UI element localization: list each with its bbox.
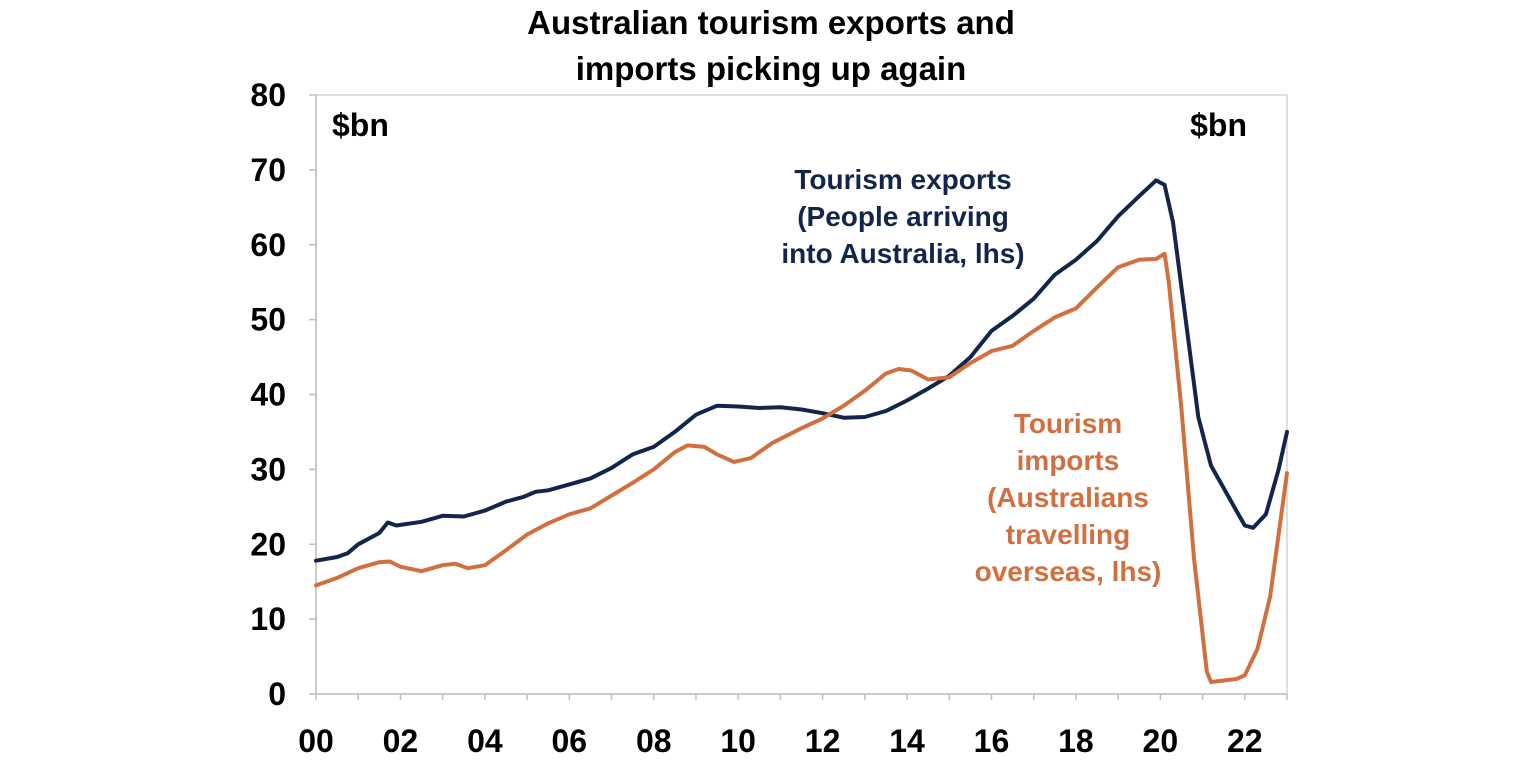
x-axis: 00 02 04 06 08 10 12 14 16 18 20 22: [298, 694, 1287, 759]
imports-annotation-line-5: overseas, lhs): [975, 556, 1162, 587]
chart-title-line-1: Australian tourism exports and: [527, 4, 1015, 41]
exports-annotation-line-3: into Australia, lhs): [781, 238, 1024, 269]
x-tick-label: 08: [636, 723, 672, 759]
y-tick-label: 0: [268, 676, 286, 712]
unit-label-right: $bn: [1190, 107, 1247, 143]
y-tick-label: 40: [250, 377, 286, 413]
x-tick-label: 22: [1227, 723, 1263, 759]
x-tick-label: 16: [974, 723, 1010, 759]
line-chart: Australian tourism exports and imports p…: [0, 0, 1536, 775]
x-tick-label: 00: [298, 723, 334, 759]
x-tick-label: 18: [1058, 723, 1094, 759]
imports-annotation-line-2: imports: [1017, 445, 1120, 476]
x-tick-label: 04: [467, 723, 503, 759]
imports-annotation-line-4: travelling: [1006, 519, 1130, 550]
y-tick-label: 70: [250, 152, 286, 188]
x-tick-label: 14: [889, 723, 925, 759]
chart-title-line-2: imports picking up again: [576, 50, 967, 87]
chart-title: Australian tourism exports and imports p…: [527, 4, 1015, 87]
series-line-tourism-imports: [316, 254, 1287, 682]
unit-label-left: $bn: [332, 107, 389, 143]
x-tick-label: 02: [383, 723, 419, 759]
x-tick-label: 12: [805, 723, 841, 759]
series-annotation-imports: Tourism imports (Australians travelling …: [975, 408, 1162, 587]
y-tick-label: 50: [250, 302, 286, 338]
x-tick-label: 06: [552, 723, 588, 759]
y-tick-label: 80: [250, 77, 286, 113]
imports-annotation-line-3: (Australians: [987, 482, 1149, 513]
x-tick-label: 10: [720, 723, 756, 759]
y-tick-label: 60: [250, 227, 286, 263]
exports-annotation-line-1: Tourism exports: [794, 164, 1011, 195]
imports-annotation-line-1: Tourism: [1014, 408, 1122, 439]
y-tick-label: 20: [250, 526, 286, 562]
y-axis: 0 10 20 30 40 50 60 70 80: [250, 77, 316, 712]
y-tick-label: 30: [250, 451, 286, 487]
y-tick-label: 10: [250, 601, 286, 637]
series-annotation-exports: Tourism exports (People arriving into Au…: [781, 164, 1024, 269]
exports-annotation-line-2: (People arriving: [797, 201, 1009, 232]
x-tick-label: 20: [1143, 723, 1179, 759]
